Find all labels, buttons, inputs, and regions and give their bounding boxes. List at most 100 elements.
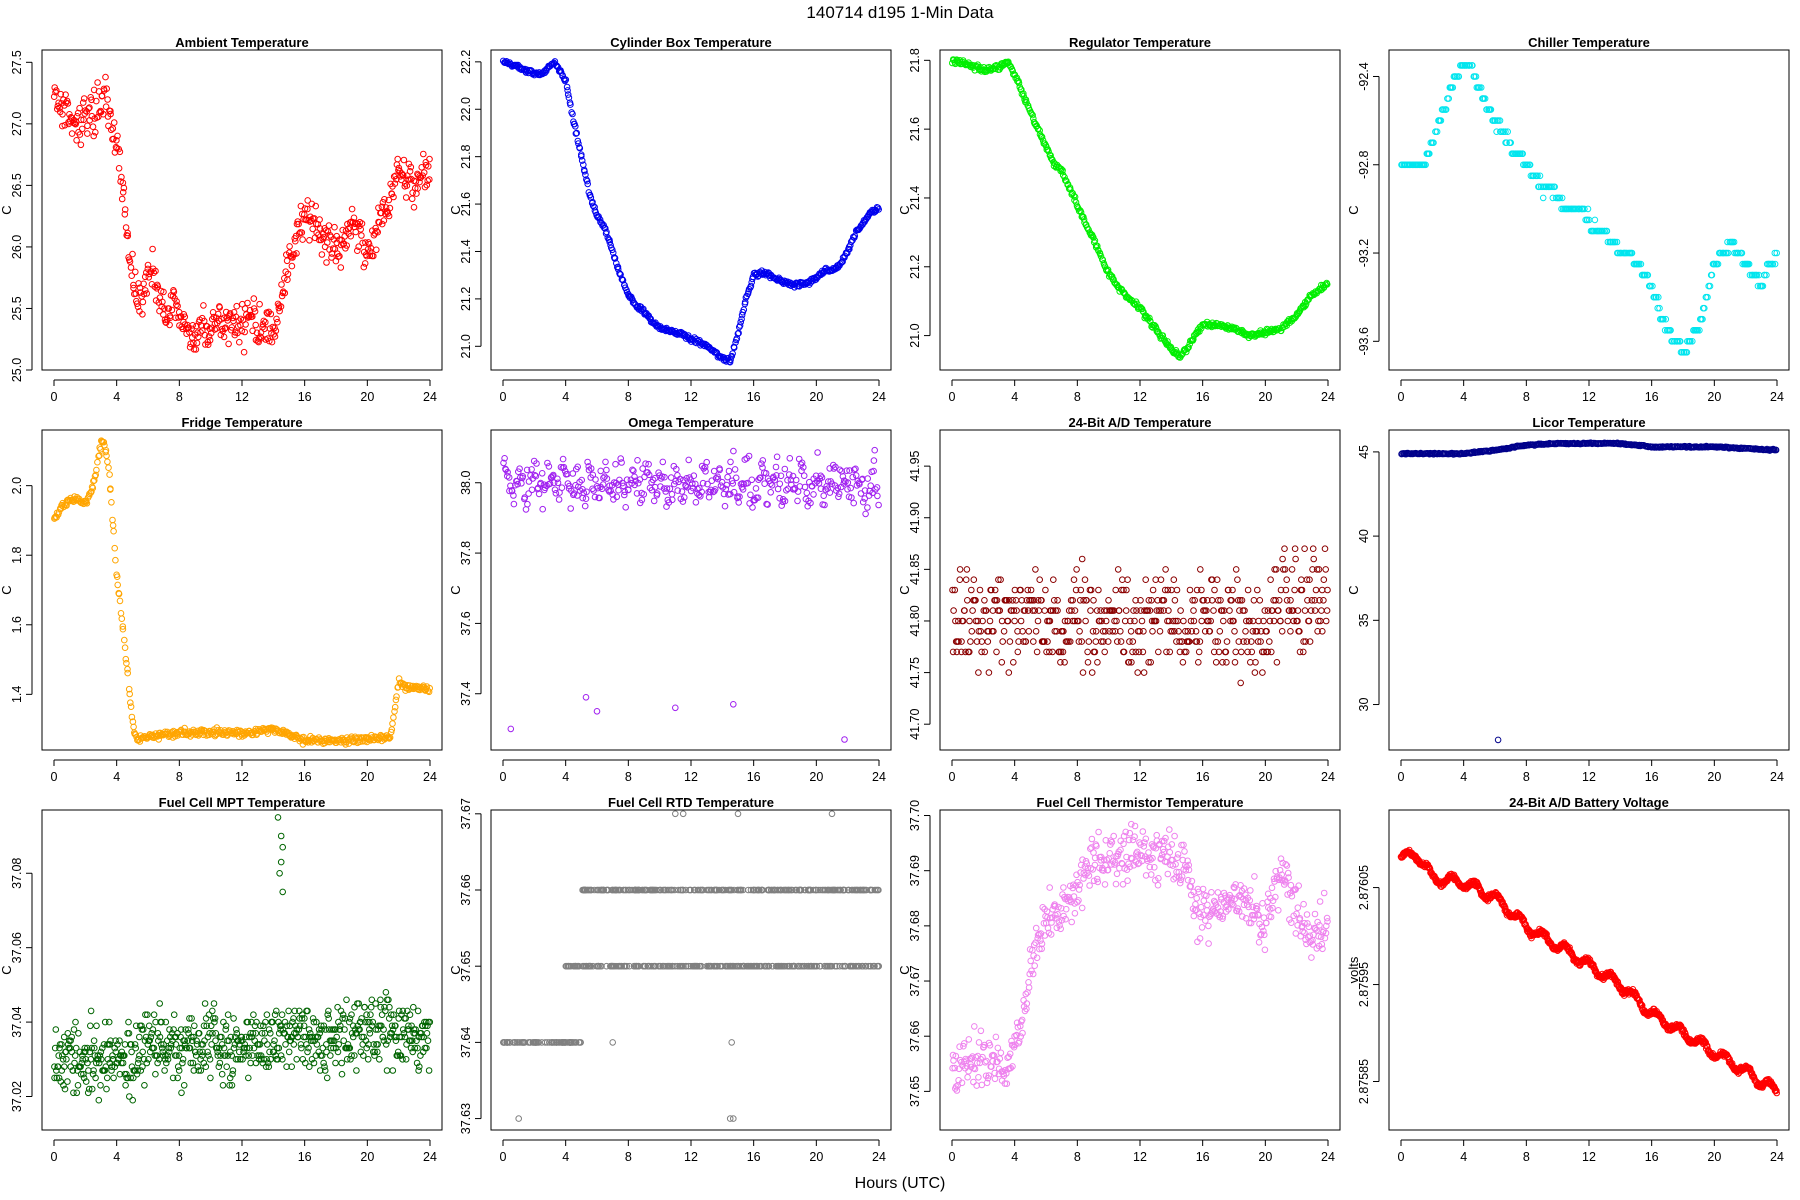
data-point xyxy=(852,472,860,479)
data-point xyxy=(414,185,422,192)
data-point xyxy=(1149,628,1156,635)
x-tick-label: 16 xyxy=(298,390,312,404)
data-point xyxy=(124,669,131,677)
data-point xyxy=(1539,194,1547,202)
data-point xyxy=(617,455,625,462)
y-axis-label: C xyxy=(897,585,912,594)
data-point xyxy=(194,1063,202,1070)
data-point xyxy=(1025,628,1033,635)
data-point xyxy=(125,1018,132,1026)
data-point xyxy=(1064,180,1072,188)
data-point xyxy=(1095,586,1102,594)
data-point xyxy=(348,205,356,213)
data-point xyxy=(121,211,129,218)
data-point xyxy=(255,335,263,342)
panel-title: Chiller Temperature xyxy=(1528,35,1650,50)
data-point xyxy=(725,467,733,475)
data-point xyxy=(129,1096,136,1104)
data-point xyxy=(1090,234,1097,241)
data-point xyxy=(263,1011,271,1019)
data-point xyxy=(408,195,416,203)
data-point xyxy=(279,888,287,896)
data-point xyxy=(281,275,288,282)
data-point xyxy=(1234,576,1241,584)
data-point xyxy=(1226,607,1233,614)
data-point xyxy=(216,304,223,311)
data-point xyxy=(773,453,781,461)
data-point xyxy=(1232,648,1239,656)
y-axis-label: C xyxy=(448,205,463,214)
data-point xyxy=(258,334,265,342)
data-point xyxy=(141,273,149,281)
data-point xyxy=(112,556,119,564)
data-point xyxy=(192,346,200,353)
x-tick-label: 24 xyxy=(1770,770,1784,784)
data-point xyxy=(337,264,345,271)
data-point xyxy=(277,1052,285,1059)
data-point xyxy=(73,1089,81,1097)
x-tick-label: 20 xyxy=(360,770,374,784)
data-point xyxy=(1212,659,1220,666)
data-point xyxy=(421,183,429,191)
data-point xyxy=(1254,586,1261,594)
data-point xyxy=(230,1044,238,1052)
data-point xyxy=(290,1015,297,1022)
y-tick-label: 41.90 xyxy=(908,502,922,533)
data-point xyxy=(748,476,756,484)
data-point xyxy=(1071,607,1079,614)
data-point xyxy=(274,814,282,821)
data-point xyxy=(389,720,396,727)
data-point xyxy=(385,212,393,220)
data-point xyxy=(93,1022,100,1030)
y-tick-label: 41.80 xyxy=(908,605,922,636)
data-point xyxy=(133,300,141,308)
data-point xyxy=(1298,576,1305,584)
data-point xyxy=(98,92,106,100)
data-point xyxy=(88,96,95,104)
data-point xyxy=(393,176,400,183)
y-tick-label: 27.0 xyxy=(10,112,24,136)
data-point xyxy=(650,497,658,505)
x-tick-label: 0 xyxy=(1398,390,1405,404)
data-point xyxy=(528,486,536,494)
y-axis-label: C xyxy=(448,585,463,594)
data-point xyxy=(103,452,110,460)
data-point xyxy=(758,460,765,468)
data-point xyxy=(425,1067,433,1074)
x-axis: 0 4 8 12 16 20 24 xyxy=(949,759,1335,784)
data-point xyxy=(298,229,306,236)
x-axis: 0 4 8 12 16 20 24 xyxy=(51,759,437,784)
data-point xyxy=(1323,607,1331,614)
data-point xyxy=(78,125,86,133)
x-tick-label: 20 xyxy=(809,390,823,404)
data-point xyxy=(993,648,1000,656)
data-point xyxy=(864,504,871,511)
data-point xyxy=(734,330,742,338)
data-point xyxy=(309,225,317,233)
data-point xyxy=(1117,638,1125,645)
data-point xyxy=(407,163,415,171)
data-point xyxy=(123,659,130,667)
data-point xyxy=(73,137,80,144)
y-axis: 25.025.526.026.527.027.5 xyxy=(10,50,33,382)
data-point xyxy=(1122,607,1130,614)
data-point xyxy=(111,544,118,552)
data-point xyxy=(250,1011,257,1019)
data-point xyxy=(285,1007,292,1015)
data-point xyxy=(1042,586,1049,594)
data-point xyxy=(178,1089,185,1097)
data-point xyxy=(555,496,563,503)
data-point xyxy=(264,1041,271,1048)
data-point xyxy=(210,1000,218,1007)
y-tick-label: 30 xyxy=(1357,698,1371,712)
data-point xyxy=(325,1015,333,1022)
data-point xyxy=(142,287,149,294)
data-point xyxy=(539,505,547,513)
data-point xyxy=(370,252,377,260)
data-point xyxy=(64,1078,71,1085)
